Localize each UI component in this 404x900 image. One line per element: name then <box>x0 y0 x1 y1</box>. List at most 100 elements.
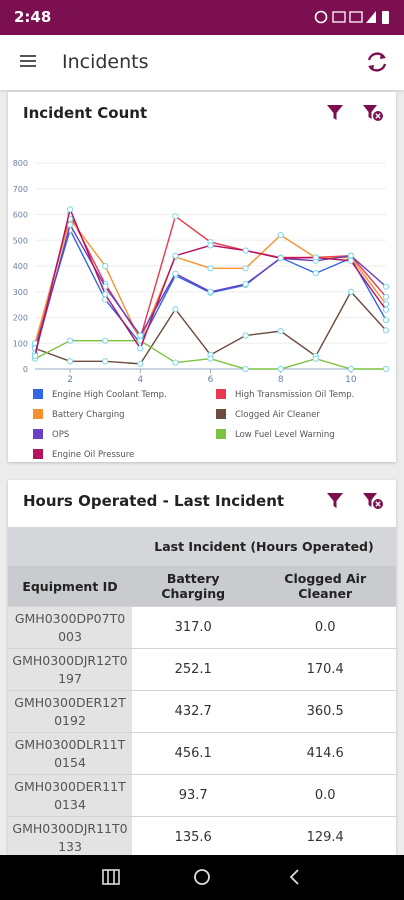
hours-cell: 0.0 <box>254 774 396 817</box>
nav-bar <box>0 855 404 900</box>
table-row: GMH0300DLR11T0154 456.1 414.6 <box>8 732 396 775</box>
series-line <box>34 207 387 357</box>
hours-cell: 432.7 <box>132 690 255 733</box>
legend-swatch <box>33 449 43 459</box>
clear-filter-button[interactable] <box>362 490 384 510</box>
data-point <box>102 337 109 344</box>
legend-label: Low Fuel Level Warning <box>235 430 335 440</box>
data-point <box>102 358 109 365</box>
hours-cell: 456.1 <box>132 732 255 775</box>
hours-card: Hours Operated - Last Incident Last Inci… <box>8 480 396 855</box>
clear-filter-button[interactable] <box>362 102 384 122</box>
recents-button[interactable] <box>102 868 120 886</box>
data-point <box>382 301 390 308</box>
equipment-id: GMH0300DP07T0003 <box>8 606 132 649</box>
legend-swatch <box>33 429 43 439</box>
y-tick-label: 0 <box>23 365 28 374</box>
x-tick-label: 8 <box>278 375 284 385</box>
home-button[interactable] <box>193 868 211 886</box>
data-point <box>172 359 179 366</box>
card-actions <box>313 102 384 126</box>
hours-table: Last Incident (Hours Operated) Equipment… <box>8 527 396 855</box>
equipment-id: GMH0300DER11T0134 <box>8 774 132 817</box>
card-actions <box>313 490 384 514</box>
data-point <box>172 252 179 259</box>
column-header: Battery Charging <box>132 566 255 607</box>
equipment-id: GMH0300DJR11T0133 <box>8 816 132 855</box>
y-tick-label: 100 <box>13 339 28 348</box>
data-point <box>207 242 214 249</box>
column-header: Clogged Air Cleaner <box>254 566 396 607</box>
data-point <box>277 232 284 239</box>
data-point <box>312 355 319 362</box>
filter-button[interactable] <box>325 490 345 510</box>
card-title: Hours Operated - Last Incident <box>23 492 285 510</box>
legend-swatch <box>33 389 43 399</box>
y-tick-label: 200 <box>13 314 28 323</box>
legend-swatch <box>216 389 226 399</box>
filter-button[interactable] <box>325 102 345 122</box>
x-tick-label: 6 <box>208 375 214 385</box>
refresh-button[interactable] <box>364 49 390 75</box>
header-cell <box>8 527 132 566</box>
data-point <box>382 316 390 324</box>
data-point <box>137 360 144 367</box>
column-header-row: Equipment ID Battery Charging Clogged Air … <box>8 566 396 607</box>
status-icons <box>314 10 389 24</box>
table-row: GMH0300DP07T0003 317.0 0.0 <box>8 606 396 649</box>
hours-cell: 135.6 <box>132 816 255 855</box>
equipment-id: GMH0300DLR11T0154 <box>8 732 132 775</box>
equipment-id: GMH0300DER12T0192 <box>8 690 132 733</box>
data-point <box>67 221 74 228</box>
app-bar: Incidents <box>0 35 404 90</box>
table-row: GMH0300DER12T0192 432.7 360.5 <box>8 690 396 733</box>
data-point <box>137 345 144 352</box>
card-title: Incident Count <box>23 104 148 122</box>
legend-swatch <box>216 429 226 439</box>
data-point <box>382 365 390 373</box>
data-point <box>172 306 179 313</box>
data-point <box>102 291 109 298</box>
y-tick-label: 600 <box>13 211 28 220</box>
data-point <box>242 247 249 254</box>
table-row: GMH0300DER11T0134 93.7 0.0 <box>8 774 396 817</box>
table-row: GMH0300DJR11T0133 135.6 129.4 <box>8 816 396 855</box>
table-body: GMH0300DP07T0003 317.0 0.0 GMH0300DJR12T019… <box>8 606 396 855</box>
legend-label: Engine High Coolant Temp. <box>52 390 167 400</box>
group-header-row: Last Incident (Hours Operated) <box>8 527 396 566</box>
x-tick-label: 10 <box>345 375 357 385</box>
hours-cell: 0.0 <box>254 606 396 649</box>
legend-label: Engine Oil Pressure <box>52 450 134 460</box>
data-point <box>242 365 249 373</box>
data-point <box>382 283 390 290</box>
menu-button[interactable] <box>20 54 36 68</box>
hours-cell: 252.1 <box>132 648 255 691</box>
data-point <box>347 252 354 259</box>
data-point <box>347 257 354 264</box>
y-tick-label: 700 <box>13 185 28 194</box>
legend-swatch <box>33 409 43 419</box>
series-line <box>34 212 387 347</box>
data-point <box>382 306 390 313</box>
data-point <box>347 288 354 295</box>
hours-cell: 170.4 <box>254 648 396 691</box>
data-point <box>31 353 39 360</box>
data-point <box>242 265 249 272</box>
y-tick-label: 800 <box>13 159 28 168</box>
data-point <box>277 255 284 262</box>
back-button[interactable] <box>286 868 304 886</box>
legend-label: OPS <box>52 430 69 440</box>
hours-cell: 129.4 <box>254 816 396 855</box>
data-point <box>242 332 249 339</box>
data-point <box>172 270 179 277</box>
hours-cell: 360.5 <box>254 690 396 733</box>
data-point <box>207 265 214 272</box>
data-point <box>207 355 214 362</box>
data-point <box>312 254 319 261</box>
hours-cell: 93.7 <box>132 774 255 817</box>
data-point <box>172 213 179 220</box>
data-point <box>277 365 284 373</box>
data-point <box>137 332 144 339</box>
data-point <box>382 293 390 300</box>
